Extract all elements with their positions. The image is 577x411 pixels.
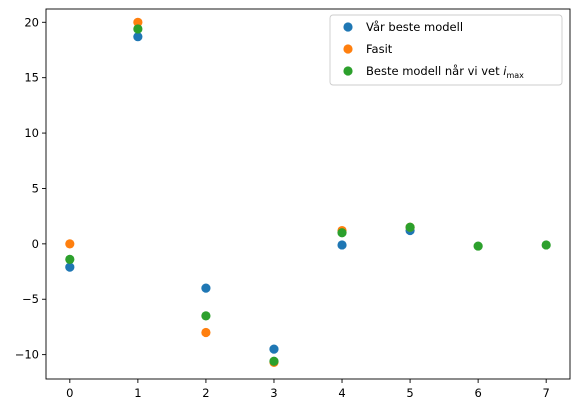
x-tick-label: 6 <box>474 386 481 400</box>
plot-area-frame <box>45 8 571 380</box>
legend-label: Beste modell når vi vet imax <box>366 64 524 80</box>
data-point <box>269 344 279 354</box>
y-tick-label: −5 <box>22 292 39 306</box>
data-point <box>133 24 143 34</box>
data-point <box>201 311 211 321</box>
legend: Vår beste modell Fasit Beste modell når vi… <box>329 14 563 86</box>
axis-ticks: 0 1 2 3 4 5 6 7 −10 −5 0 5 10 15 20 <box>15 15 550 400</box>
data-point <box>541 240 551 250</box>
x-tick-label: 3 <box>270 386 277 400</box>
y-tick-label: 5 <box>32 181 39 195</box>
data-point <box>405 222 415 232</box>
x-tick-label: 1 <box>134 386 141 400</box>
y-tick-label: 10 <box>24 126 39 140</box>
data-point <box>65 239 75 249</box>
data-point <box>201 327 211 338</box>
y-tick-label: 20 <box>24 15 39 29</box>
legend-marker <box>343 66 353 76</box>
data-point <box>337 240 347 250</box>
y-tick-label: 0 <box>32 237 39 251</box>
x-tick-label: 7 <box>543 386 550 400</box>
x-tick-label: 4 <box>338 386 345 400</box>
data-point <box>133 17 143 27</box>
series-3 <box>65 24 551 366</box>
y-tick-label: −10 <box>15 348 39 362</box>
data-point <box>201 283 211 293</box>
data-point <box>269 356 279 366</box>
data-point <box>65 254 75 264</box>
x-tick-label: 0 <box>66 386 73 400</box>
data-point <box>337 228 347 238</box>
legend-label: Vår beste modell <box>366 20 463 34</box>
y-tick-label: 15 <box>24 71 39 85</box>
data-points <box>65 17 551 367</box>
legend-label: Fasit <box>366 42 393 56</box>
legend-marker <box>343 22 353 32</box>
x-tick-label: 5 <box>406 386 413 400</box>
data-point <box>65 262 75 272</box>
series-1 <box>65 32 415 354</box>
legend-marker <box>343 44 353 54</box>
legend-box <box>329 14 563 86</box>
x-tick-label: 2 <box>202 386 209 400</box>
data-point <box>473 241 483 251</box>
data-point <box>133 32 143 42</box>
